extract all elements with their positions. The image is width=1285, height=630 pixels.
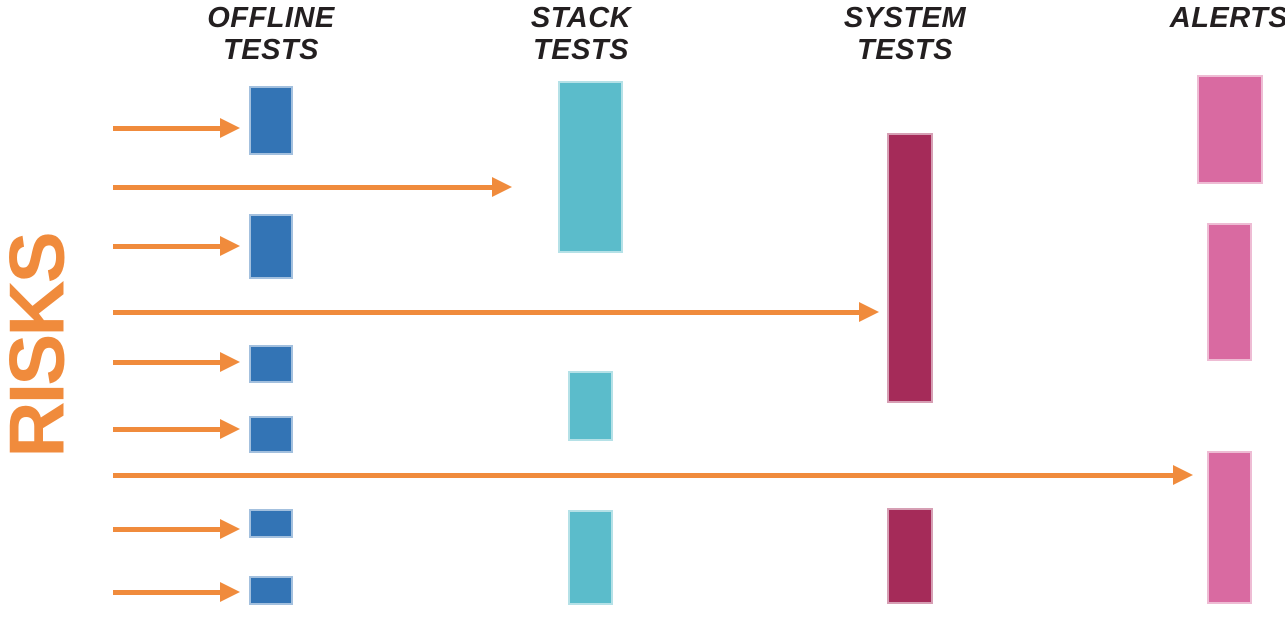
risk-arrow-shaft: [113, 244, 224, 249]
risk-arrow-to-offline-tests: [113, 582, 240, 602]
stack-tests-bar: [568, 371, 613, 441]
arrowhead-right-icon: [1173, 465, 1193, 485]
offline-tests-bar: [249, 345, 293, 383]
alerts-bar: [1207, 451, 1252, 604]
column-header-system-line1: SYSTEM: [843, 2, 967, 34]
risk-arrow-shaft: [113, 185, 496, 190]
risk-arrow-shaft: [113, 310, 863, 315]
risk-arrow-shaft: [113, 527, 224, 532]
arrowhead-right-icon: [859, 302, 879, 322]
risk-arrow-to-offline-tests: [113, 519, 240, 539]
risk-arrow-to-alerts: [113, 465, 1193, 485]
offline-tests-bar: [249, 509, 293, 538]
offline-tests-bar: [249, 576, 293, 605]
offline-tests-bar: [249, 214, 293, 279]
alerts-bar: [1197, 75, 1263, 184]
system-tests-bar: [887, 508, 933, 604]
risk-arrow-shaft: [113, 473, 1177, 478]
risk-arrow-to-offline-tests: [113, 419, 240, 439]
risk-arrow-shaft: [113, 360, 224, 365]
risk-arrow-to-stack-tests: [113, 177, 512, 197]
column-header-system-tests: SYSTEM TESTS: [844, 2, 966, 66]
risk-arrow-shaft: [113, 427, 224, 432]
arrowhead-right-icon: [220, 419, 240, 439]
arrowhead-right-icon: [220, 352, 240, 372]
stack-tests-bar: [568, 510, 613, 605]
column-header-stack-line2: TESTS: [533, 34, 629, 66]
risk-arrow-to-offline-tests: [113, 118, 240, 138]
arrowhead-right-icon: [220, 519, 240, 539]
column-header-alerts-line1: ALERTS: [1169, 2, 1285, 34]
column-header-offline-line1: OFFLINE: [207, 2, 335, 34]
stack-tests-bar: [558, 81, 623, 253]
arrowhead-right-icon: [492, 177, 512, 197]
risk-arrow-to-system-tests: [113, 302, 879, 322]
risk-arrow-shaft: [113, 126, 224, 131]
risks-axis-label: RISKS: [0, 234, 81, 458]
offline-tests-bar: [249, 416, 293, 453]
system-tests-bar: [887, 133, 933, 403]
arrowhead-right-icon: [220, 582, 240, 602]
risk-arrow-to-offline-tests: [113, 236, 240, 256]
column-header-stack-tests: STACK TESTS: [531, 2, 631, 66]
offline-tests-bar: [249, 86, 293, 155]
column-header-stack-line1: STACK: [530, 2, 632, 34]
risk-arrow-shaft: [113, 590, 224, 595]
column-header-system-line2: TESTS: [857, 34, 953, 66]
risk-arrow-to-offline-tests: [113, 352, 240, 372]
arrowhead-right-icon: [220, 118, 240, 138]
column-header-offline-tests: OFFLINE TESTS: [207, 2, 335, 66]
alerts-bar: [1207, 223, 1252, 361]
arrowhead-right-icon: [220, 236, 240, 256]
column-header-offline-line2: TESTS: [223, 34, 319, 66]
column-header-alerts: ALERTS: [1170, 2, 1285, 34]
